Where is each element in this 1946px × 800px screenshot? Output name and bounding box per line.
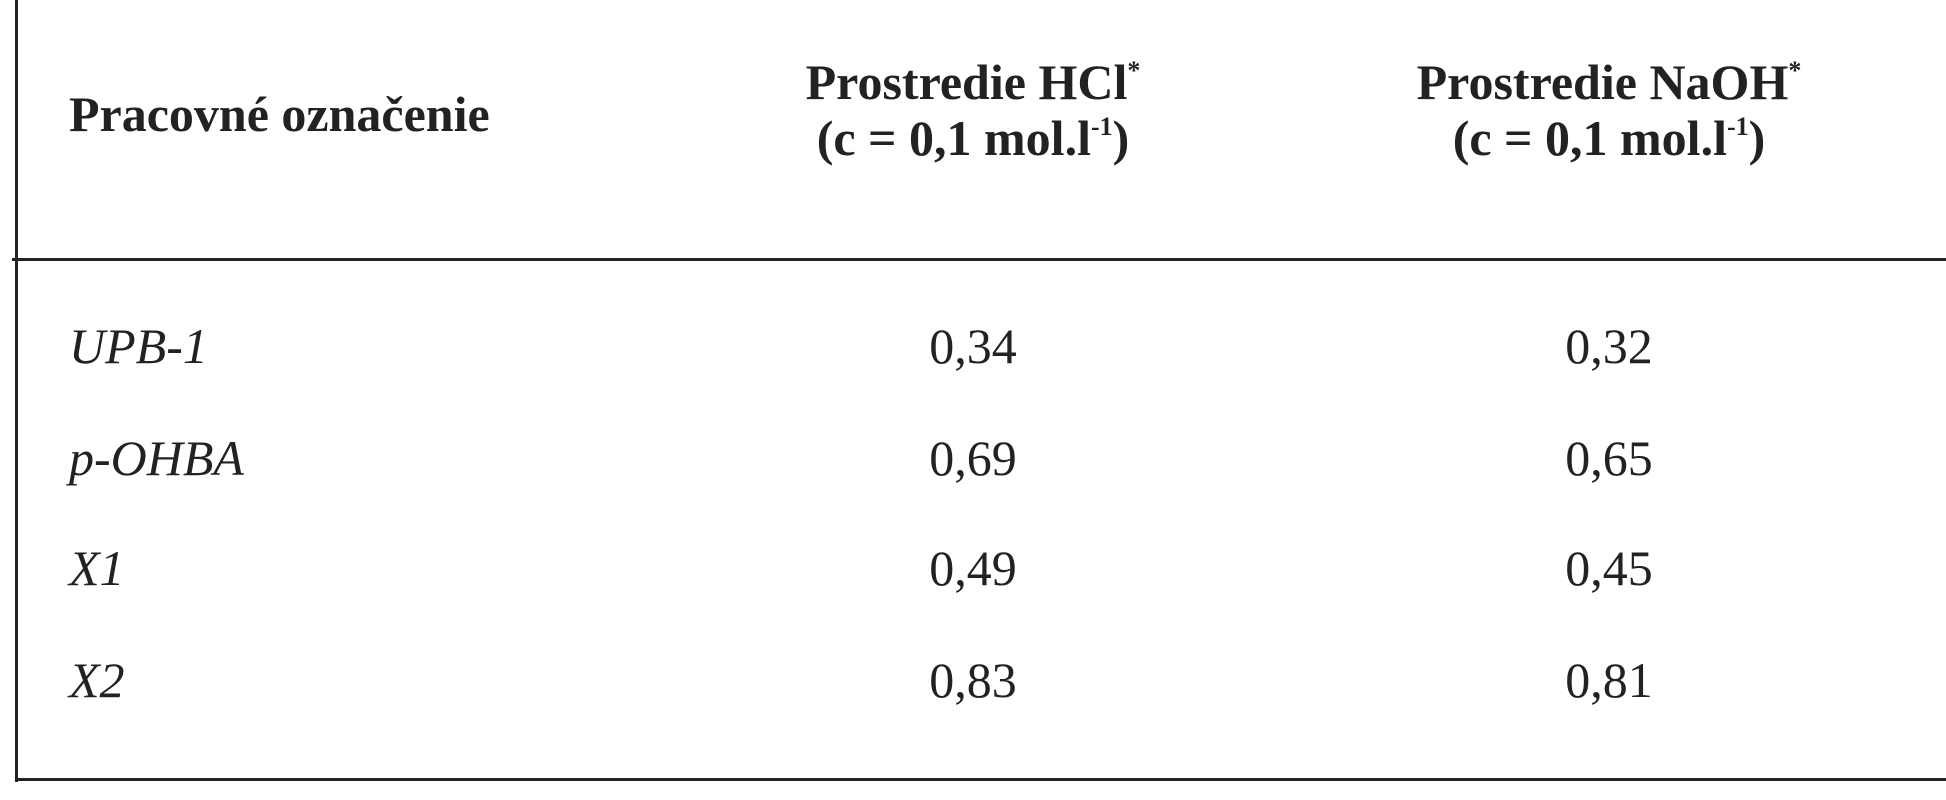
unit-exponent: -1 [1726, 112, 1749, 141]
footnote-mark: * [1127, 56, 1141, 85]
value-cell: 0,65 [1565, 430, 1653, 486]
footnote-mark: * [1788, 56, 1802, 85]
row-label: p-OHBA [69, 430, 244, 486]
header-unit: (c = 0,1 mol.l [816, 110, 1091, 166]
row-label: UPB-1 [69, 318, 208, 374]
header-title: Prostredie NaOH [1416, 54, 1789, 110]
value-cell: 0,34 [929, 318, 1017, 374]
header-unit: ) [1112, 110, 1130, 166]
value-cell: 0,81 [1565, 652, 1653, 708]
row-label: X2 [69, 652, 125, 708]
header-cell: Pracovné označenie [69, 86, 490, 142]
header-title: Prostredie HCl [805, 54, 1128, 110]
value-cell: 0,69 [929, 430, 1017, 486]
header-unit: ) [1748, 110, 1766, 166]
unit-exponent: -1 [1090, 112, 1113, 141]
left-border [15, 0, 18, 782]
header-rule [12, 258, 1946, 261]
header-cell: Prostredie NaOH* (c = 0,1 mol.l-1) [1417, 54, 1802, 166]
value-cell: 0,83 [929, 652, 1017, 708]
header-unit: (c = 0,1 mol.l [1452, 110, 1727, 166]
header-cell: Prostredie HCl* (c = 0,1 mol.l-1) [806, 54, 1141, 166]
value-cell: 0,32 [1565, 318, 1653, 374]
value-cell: 0,49 [929, 540, 1017, 596]
value-cell: 0,45 [1565, 540, 1653, 596]
bottom-rule [15, 778, 1946, 781]
row-label: X1 [69, 540, 125, 596]
